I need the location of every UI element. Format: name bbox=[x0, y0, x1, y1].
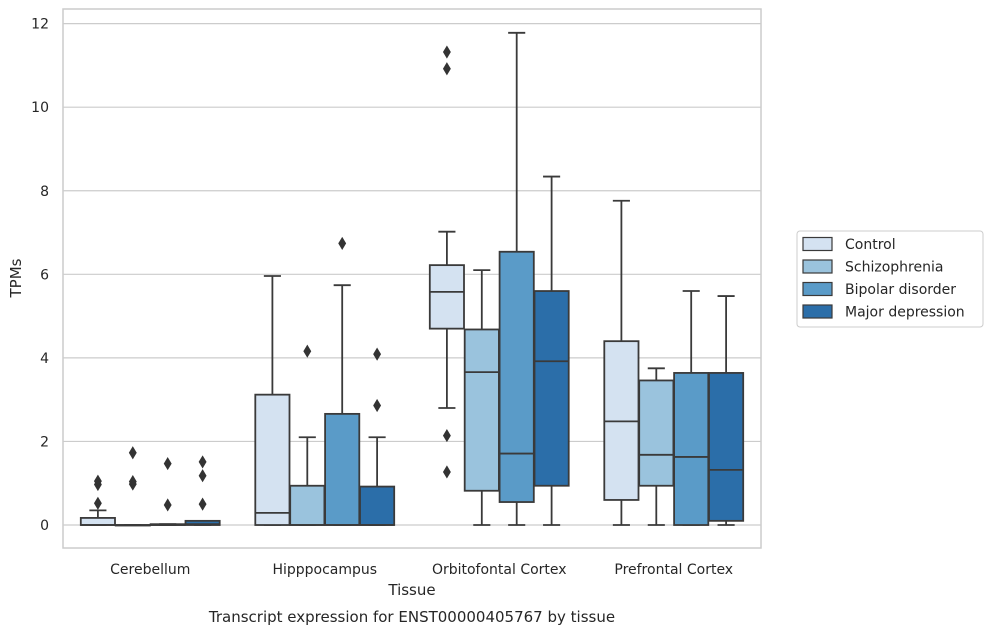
box-2-3 bbox=[673, 290, 710, 526]
y-tick-label: 4 bbox=[40, 351, 49, 367]
outlier-point bbox=[198, 455, 207, 469]
box-1-2 bbox=[463, 269, 500, 526]
box-0-2 bbox=[428, 45, 465, 479]
outlier-point bbox=[373, 398, 382, 413]
legend-label: Bipolar disorder bbox=[845, 282, 956, 298]
box-body bbox=[708, 372, 745, 522]
box-body bbox=[324, 412, 361, 526]
chart-caption: Transcript expression for ENST0000040576… bbox=[208, 608, 615, 626]
outlier-point bbox=[128, 474, 137, 489]
box-body bbox=[359, 485, 396, 526]
outlier-point bbox=[163, 498, 172, 512]
y-tick-label: 6 bbox=[40, 267, 49, 283]
x-axis-label: Tissue bbox=[387, 581, 435, 599]
outlier-point bbox=[93, 496, 102, 510]
box-2-1 bbox=[324, 236, 361, 526]
box-1-1 bbox=[289, 344, 326, 526]
outlier-point bbox=[198, 469, 207, 483]
legend-swatch bbox=[802, 236, 833, 252]
plot-frame bbox=[62, 8, 762, 549]
legend-label: Major depression bbox=[845, 305, 965, 321]
box-body bbox=[289, 484, 326, 526]
box-3-2 bbox=[533, 175, 570, 526]
legend-swatch bbox=[802, 281, 833, 297]
legend-swatch bbox=[802, 259, 833, 274]
y-tick-label: 12 bbox=[31, 17, 49, 33]
outlier-point bbox=[442, 429, 451, 443]
outlier-point bbox=[338, 236, 347, 250]
box-body bbox=[463, 328, 500, 492]
outlier-point bbox=[198, 497, 207, 511]
box-3-1 bbox=[359, 347, 396, 526]
box-0-0 bbox=[79, 474, 116, 526]
box-2-2 bbox=[498, 31, 535, 526]
legend-frame bbox=[796, 230, 984, 328]
box-3-0 bbox=[184, 455, 221, 526]
outlier-point bbox=[442, 45, 451, 59]
legend-label: Schizophrenia bbox=[845, 260, 943, 276]
legend-label: Control bbox=[845, 237, 896, 253]
box-0-3 bbox=[603, 199, 640, 526]
legend: Control Schizophrenia Bipolar disorder Majo… bbox=[796, 230, 984, 328]
y-axis-label: TPMs bbox=[7, 258, 25, 298]
y-tick-label: 8 bbox=[40, 184, 49, 200]
box-1-3 bbox=[638, 367, 675, 526]
box-3-3 bbox=[708, 295, 745, 526]
box-body bbox=[673, 372, 710, 526]
x-tick-label: Prefrontal Cortex bbox=[614, 562, 733, 578]
box-0-1 bbox=[254, 275, 291, 526]
outlier-point bbox=[128, 446, 137, 460]
outlier-point bbox=[163, 457, 172, 471]
box-body bbox=[638, 379, 675, 487]
box-body bbox=[498, 250, 535, 503]
x-tick-label: Orbitofontal Cortex bbox=[432, 562, 567, 578]
box-body bbox=[428, 264, 465, 330]
y-tick-label: 10 bbox=[31, 100, 49, 116]
outlier-point bbox=[373, 347, 382, 361]
box-body bbox=[254, 393, 291, 526]
legend-swatch bbox=[802, 304, 833, 319]
box-group bbox=[79, 31, 745, 527]
outlier-point bbox=[442, 62, 451, 76]
y-tick-label: 0 bbox=[40, 518, 49, 534]
outlier-point bbox=[442, 465, 451, 479]
x-tick-label: Hipppocampus bbox=[272, 562, 377, 578]
x-tick-label: Cerebellum bbox=[110, 562, 190, 578]
y-tick-labels: 0 2 4 6 8 10 12 bbox=[31, 17, 49, 534]
x-tick-labels: Cerebellum Hipppocampus Orbitofontal Corte… bbox=[110, 562, 733, 578]
y-tick-label: 2 bbox=[40, 434, 49, 450]
outlier-point bbox=[93, 474, 102, 488]
box-body bbox=[79, 517, 116, 526]
outlier-point bbox=[303, 344, 312, 358]
box-body bbox=[533, 290, 570, 487]
